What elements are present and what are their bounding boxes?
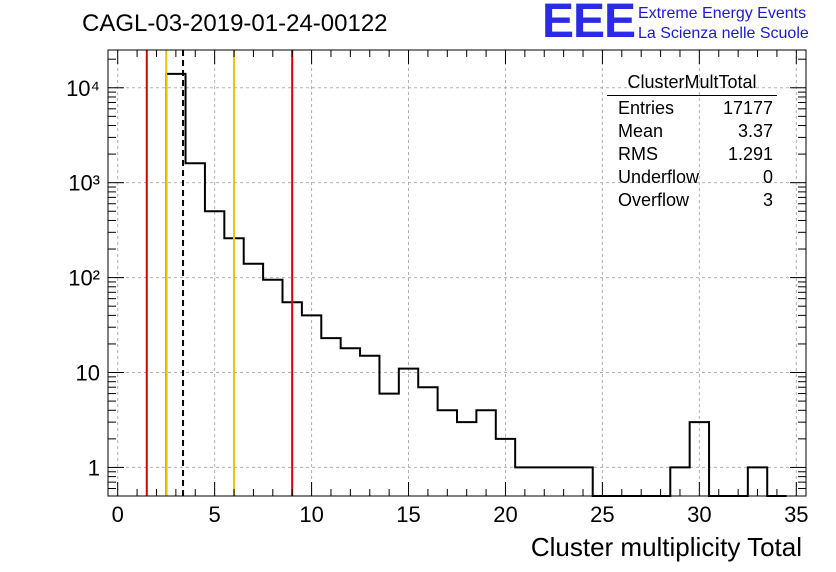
logo-line-2: La Scienza nelle Scuole	[638, 25, 809, 42]
y-tick-label: 1	[88, 455, 100, 480]
stat-label: Underflow	[618, 167, 700, 187]
histogram-bin	[457, 422, 476, 496]
x-tick-label: 20	[493, 502, 517, 527]
x-tick-label: 15	[396, 502, 420, 527]
y-tick-label: 10⁴	[66, 76, 100, 101]
histogram-bin	[341, 348, 360, 496]
y-tick-label: 10²	[68, 266, 100, 291]
x-tick-label: 30	[687, 502, 711, 527]
histogram-bin	[360, 356, 379, 496]
stat-label: RMS	[618, 144, 658, 164]
stat-value: 0	[762, 167, 773, 187]
stat-label: Entries	[618, 98, 675, 118]
stat-row-underflow: Underflow 0	[607, 166, 777, 189]
histogram-bin	[186, 163, 205, 496]
x-tick-label: 10	[299, 502, 323, 527]
histogram-bin	[205, 211, 224, 496]
histogram-outline	[165, 72, 787, 497]
histogram-bin	[244, 264, 263, 496]
stat-row-rms: RMS 1.291	[607, 143, 777, 166]
stat-row-entries: Entries 17177	[607, 97, 777, 120]
stat-label: Mean	[618, 121, 664, 141]
stats-title: ClusterMultTotal	[607, 72, 777, 96]
x-tick-label: 35	[784, 502, 808, 527]
x-tick-label: 25	[590, 502, 614, 527]
logo-line-1: Extreme Energy Events	[638, 5, 807, 22]
stat-value: 1.291	[727, 144, 773, 164]
stat-value: 3	[762, 190, 773, 210]
histogram-bin	[263, 280, 282, 496]
stats-box: ClusterMultTotal Entries 17177 Mean 3.37…	[607, 72, 777, 212]
stat-value: 17177	[722, 98, 773, 118]
histogram-bin	[399, 369, 418, 496]
stat-label: Overflow	[618, 190, 690, 210]
plot-frame	[107, 49, 807, 497]
histogram-bin	[379, 394, 398, 496]
histogram-bin	[321, 338, 340, 496]
eee-logo: EEE Extreme Energy Events La Scienza nel…	[542, 0, 834, 48]
y-tick-label: 10	[76, 361, 100, 386]
chart-title: CAGL-03-2019-01-24-00122	[82, 10, 388, 37]
x-axis-label: Cluster multiplicity Total	[530, 532, 802, 562]
histogram-bin	[476, 410, 495, 496]
x-tick-label: 0	[112, 502, 124, 527]
y-tick-label: 10³	[68, 171, 100, 196]
x-tick-label: 5	[209, 502, 221, 527]
histogram-bin	[438, 410, 457, 496]
stat-row-overflow: Overflow 3	[607, 189, 777, 212]
stat-value: 3.37	[737, 121, 773, 141]
histogram-bin	[302, 315, 321, 496]
stat-row-mean: Mean 3.37	[607, 120, 777, 143]
histogram-bin	[418, 387, 437, 496]
logo-mark: EEE	[542, 0, 636, 48]
